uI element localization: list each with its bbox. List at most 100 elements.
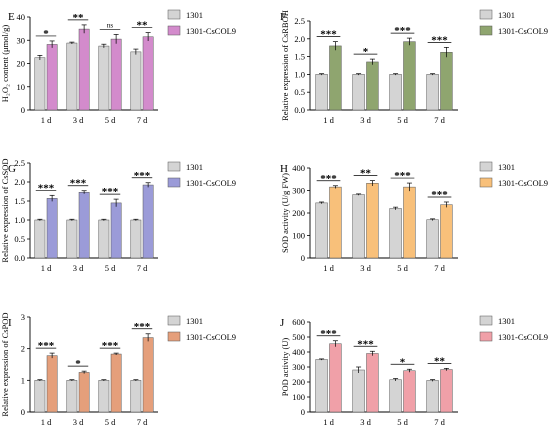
legend-swatch xyxy=(167,315,181,326)
legend-label: 1301-CsCOL9 xyxy=(186,332,236,342)
legend-label: 1301 xyxy=(498,316,515,326)
y-tick-label: 2.0 xyxy=(294,34,305,44)
significance-label: ** xyxy=(434,355,446,367)
x-tick-label: 1 d xyxy=(323,417,334,427)
bar xyxy=(98,219,110,259)
y-axis-label: Relative expression of CsPOD xyxy=(0,312,10,416)
y-tick-label: 500 xyxy=(292,332,305,342)
bar xyxy=(403,370,416,413)
significance-label: ns xyxy=(107,21,114,29)
x-tick-label: 1 d xyxy=(41,263,52,273)
x-tick-label: 3 d xyxy=(73,115,84,125)
bar xyxy=(66,42,78,111)
panel-label: J xyxy=(280,317,285,329)
significance-label: ** xyxy=(73,12,85,24)
y-tick-label: 0.5 xyxy=(294,87,305,97)
bar xyxy=(78,372,90,413)
x-tick-label: 3 d xyxy=(360,115,371,125)
y-tick-label: 200 xyxy=(292,377,305,387)
bar xyxy=(403,41,416,111)
legend-swatch xyxy=(479,315,493,326)
x-tick-label: 1 d xyxy=(41,417,52,427)
y-tick-label: 10 xyxy=(17,82,26,92)
y-tick-label: 400 xyxy=(292,163,305,173)
bar xyxy=(440,369,453,413)
panel-label: H xyxy=(280,163,288,175)
bar xyxy=(440,204,453,259)
bar xyxy=(34,57,46,111)
y-tick-label: 0 xyxy=(21,105,25,115)
legend-label: 1301 xyxy=(498,10,515,20)
bar xyxy=(352,194,365,259)
y-tick-label: 0 xyxy=(301,407,305,417)
bar xyxy=(46,44,58,111)
legend-label: 1301 xyxy=(186,162,203,172)
y-tick-label: 3 xyxy=(21,312,25,322)
legend-label: 1301-CsCOL9 xyxy=(186,26,236,36)
panel-g: G 0.0 0.5 1.0 1.5 2.0 2.5 Relative expression o… xyxy=(0,158,236,273)
y-tick-label: 2 xyxy=(21,344,25,354)
significance-label: *** xyxy=(134,170,151,182)
bar xyxy=(98,45,110,111)
y-axis-label: SOD activity (U/g FW) xyxy=(280,173,290,253)
y-tick-label: 2.0 xyxy=(14,177,25,187)
x-tick-label: 5 d xyxy=(105,115,116,125)
x-tick-label: 5 d xyxy=(397,263,408,273)
significance-label: * xyxy=(400,356,406,368)
y-tick-label: 0.5 xyxy=(14,234,25,244)
bar xyxy=(78,28,90,111)
y-tick-label: 1.0 xyxy=(294,69,305,79)
y-tick-label: 600 xyxy=(292,317,305,327)
bar xyxy=(426,219,439,259)
x-tick-label: 1 d xyxy=(41,115,52,125)
bar xyxy=(110,202,122,259)
bar xyxy=(78,192,90,259)
y-tick-label: 2.5 xyxy=(294,16,305,26)
y-tick-label: 1 xyxy=(21,375,25,385)
significance-label: * xyxy=(43,28,49,40)
bar xyxy=(130,380,142,413)
significance-label: *** xyxy=(394,25,411,37)
legend-label: 1301 xyxy=(498,162,515,172)
significance-label: *** xyxy=(320,328,337,340)
panel-label: G xyxy=(8,163,16,175)
y-tick-label: 300 xyxy=(292,186,305,196)
bar xyxy=(315,202,328,259)
legend-swatch xyxy=(479,177,493,188)
x-tick-label: 5 d xyxy=(105,263,116,273)
bar xyxy=(329,343,342,413)
y-tick-label: 0.0 xyxy=(14,253,25,263)
bar xyxy=(329,186,342,259)
x-tick-label: 3 d xyxy=(360,417,371,427)
panel-f: F 0.0 0.5 1.0 1.5 2.0 2.5 Relative expression o… xyxy=(280,9,548,125)
x-tick-label: 7 d xyxy=(137,263,148,273)
y-tick-label: 400 xyxy=(292,347,305,357)
y-tick-label: 2.5 xyxy=(14,158,25,168)
significance-label: *** xyxy=(38,340,55,352)
significance-label: *** xyxy=(102,186,119,198)
y-tick-label: 40 xyxy=(17,12,26,22)
bar xyxy=(389,379,402,413)
significance-label: *** xyxy=(70,178,87,190)
significance-label: *** xyxy=(134,321,151,333)
y-tick-label: 300 xyxy=(292,362,305,372)
x-tick-label: 3 d xyxy=(73,263,84,273)
bar xyxy=(46,355,58,413)
bar xyxy=(142,36,154,111)
panel-label: E xyxy=(8,11,15,23)
y-tick-label: 100 xyxy=(292,392,305,402)
legend-label: 1301-CsCOL9 xyxy=(498,178,548,188)
bar xyxy=(366,61,379,111)
significance-label: *** xyxy=(357,338,374,350)
y-axis-label: Relative expression of CsRBOH xyxy=(280,10,290,121)
y-tick-label: 100 xyxy=(292,231,305,241)
y-tick-label: 0.0 xyxy=(294,105,305,115)
significance-label: *** xyxy=(394,170,411,182)
bar xyxy=(142,337,154,413)
y-tick-label: 200 xyxy=(292,208,305,218)
legend-label: 1301 xyxy=(186,316,203,326)
significance-label: *** xyxy=(320,173,337,185)
bar xyxy=(130,51,142,111)
bar xyxy=(130,219,142,259)
